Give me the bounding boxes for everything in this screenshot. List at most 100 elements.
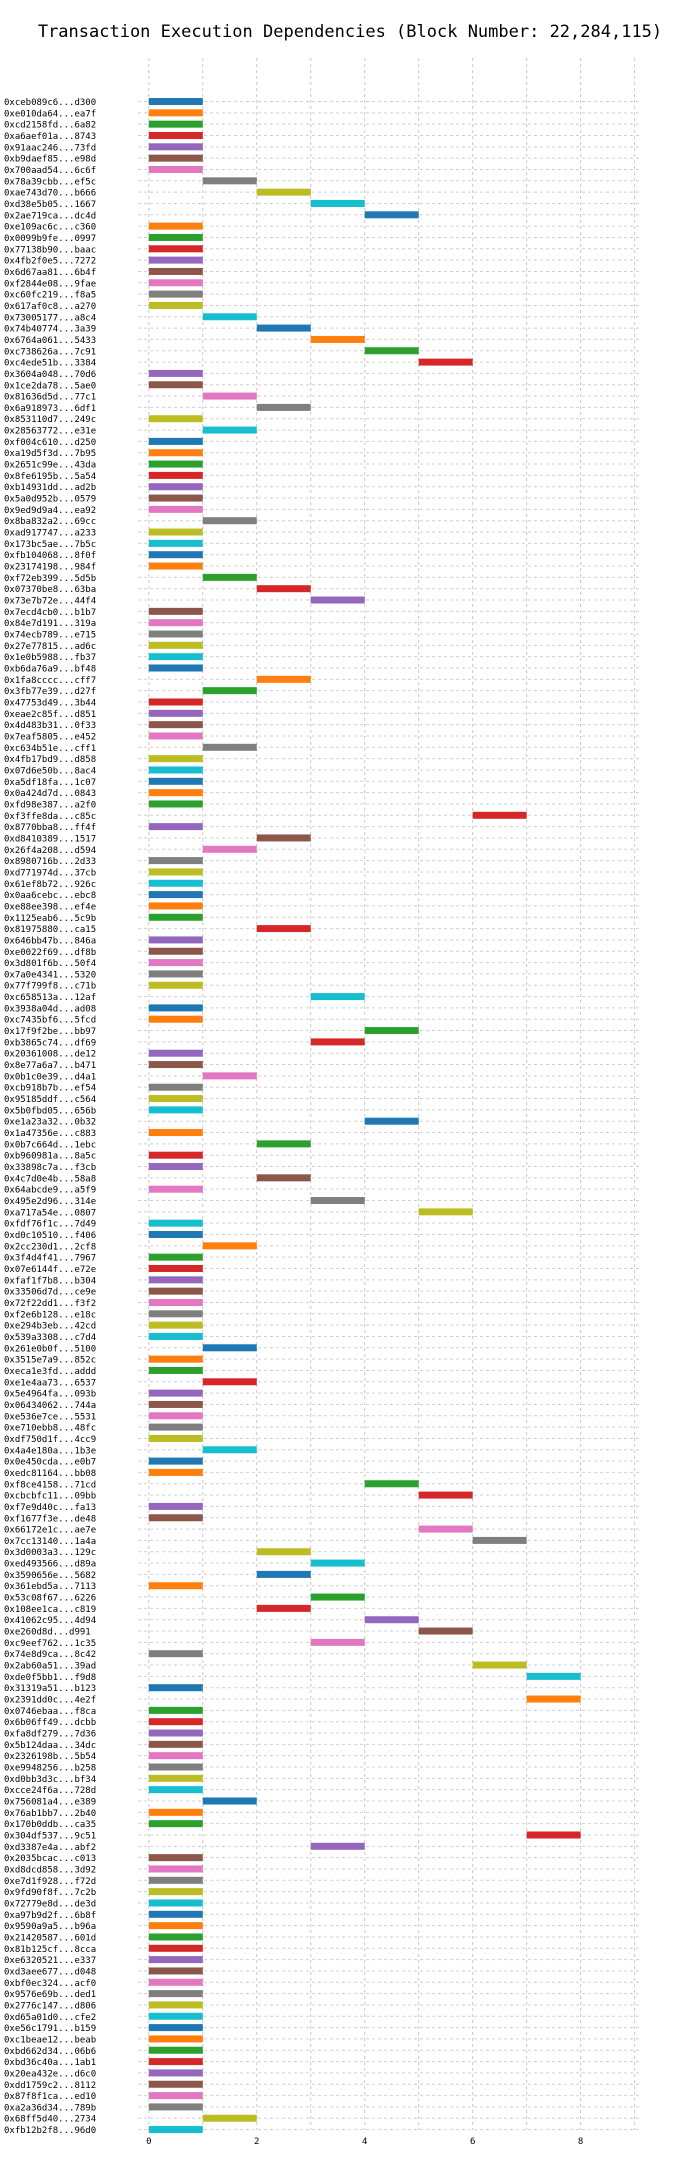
bar — [148, 1978, 203, 1986]
bar — [148, 1049, 203, 1057]
bar — [148, 1899, 203, 1907]
bar — [148, 1729, 203, 1737]
bar — [148, 437, 203, 445]
y-tick-label: 0x78a39cbb...ef5c — [4, 177, 96, 187]
y-tick-label: 0x07e6144f...e72e — [4, 1265, 96, 1275]
y-tick-label: 0xe1e4aa73...6537 — [4, 1378, 96, 1388]
y-tick-label: 0x261e0b0f...5100 — [4, 1344, 96, 1354]
y-tick-label: 0x0a424d7d...0843 — [4, 789, 96, 799]
y-tick-label: 0x26f4a208...d594 — [4, 846, 96, 856]
bar — [256, 585, 311, 593]
bar — [148, 755, 203, 763]
x-tick-label: 2 — [254, 2137, 259, 2147]
bar — [148, 1389, 203, 1397]
bar — [148, 1457, 203, 1465]
bar — [526, 1672, 581, 1680]
y-tick-label: 0x81975880...ca15 — [4, 925, 96, 935]
bar — [148, 494, 203, 502]
bar — [256, 1174, 311, 1182]
bar — [256, 1140, 311, 1148]
y-tick-label: 0x74e8d9ca...8c42 — [4, 1650, 96, 1660]
bar — [256, 188, 311, 196]
bar — [202, 687, 257, 695]
y-tick-label: 0x9590a9a5...b96a — [4, 1922, 96, 1932]
y-tick-label: 0x2776c147...d806 — [4, 2001, 96, 2011]
bar — [148, 1412, 203, 1420]
y-tick-label: 0x2ab60a51...39ad — [4, 1662, 96, 1672]
y-tick-label: 0xc634b51e...cff1 — [4, 744, 96, 754]
y-tick-label: 0x64abcde9...a5f9 — [4, 1186, 96, 1196]
bar — [148, 165, 203, 173]
bar — [364, 1480, 419, 1488]
y-tick-label: 0xd8dcd858...3d92 — [4, 1865, 96, 1875]
y-tick-label: 0x23174198...984f — [4, 563, 96, 573]
y-tick-label: 0x3515e7a9...852c — [4, 1356, 96, 1366]
bar — [148, 1321, 203, 1329]
y-tick-label: 0x0e450cda...e0b7 — [4, 1458, 96, 1468]
y-tick-label: 0xa717a54e...0807 — [4, 1208, 96, 1218]
bar — [148, 1163, 203, 1171]
bar — [202, 1446, 257, 1454]
bar — [148, 789, 203, 797]
bar — [148, 879, 203, 887]
y-tick-label: 0x4fb17bd9...d858 — [4, 755, 96, 765]
y-tick-label: 0xe9948256...b258 — [4, 1764, 96, 1774]
bar — [148, 1865, 203, 1873]
y-tick-label: 0x66172e1c...ae7e — [4, 1526, 96, 1536]
y-tick-label: 0xfb12b2f8...96d0 — [4, 2126, 96, 2136]
y-tick-label: 0x4d483b31...0f33 — [4, 721, 96, 731]
bar — [148, 1786, 203, 1794]
y-tick-label: 0xe88ee398...ef4e — [4, 902, 96, 912]
y-tick-label: 0xf1677f3e...de48 — [4, 1514, 96, 1524]
bar — [148, 1434, 203, 1442]
y-tick-label: 0x617af0c8...a270 — [4, 302, 96, 312]
y-tick-label: 0xa97b9d2f...6b8f — [4, 1911, 96, 1921]
y-tick-label: 0xf004c610...d250 — [4, 438, 96, 448]
y-tick-label: 0xfdf76f1c...7d49 — [4, 1220, 96, 1230]
bar — [148, 1854, 203, 1862]
y-tick-label: 0xeae2c85f...d851 — [4, 710, 96, 720]
y-tick-label: 0x91aac246...73fd — [4, 143, 96, 153]
bar — [148, 1876, 203, 1884]
y-tick-label: 0xe7d1f928...f72d — [4, 1877, 96, 1887]
bar — [148, 766, 203, 774]
bar — [202, 313, 257, 321]
y-tick-label: 0x6d67aa81...6b4f — [4, 268, 96, 278]
bar — [148, 1922, 203, 1930]
y-tick-label: 0x2391dd0c...4e2f — [4, 1696, 96, 1706]
y-tick-label: 0x81636d5d...77c1 — [4, 393, 96, 403]
bar — [148, 120, 203, 128]
y-tick-label: 0xe6320521...e337 — [4, 1956, 96, 1966]
bar — [148, 1944, 203, 1952]
y-tick-label: 0xfb104068...8f0f — [4, 551, 96, 561]
y-tick-label: 0x756081a4...e389 — [4, 1798, 96, 1808]
y-tick-label: 0x17f9f2be...bb97 — [4, 1027, 96, 1037]
bar — [148, 630, 203, 638]
y-tick-label: 0x2cc230d1...2cf8 — [4, 1242, 96, 1252]
bar — [148, 267, 203, 275]
y-tick-label: 0xbd36c40a...1ab1 — [4, 2058, 96, 2068]
y-tick-label: 0xc738626a...7c91 — [4, 347, 96, 357]
y-tick-label: 0x304df537...9c51 — [4, 1831, 96, 1841]
y-tick-label: 0xf2e6b128...e18c — [4, 1310, 96, 1320]
y-tick-label: 0x3590656e...5682 — [4, 1571, 96, 1581]
y-tick-label: 0x74ecb789...e715 — [4, 631, 96, 641]
y-tick-label: 0x5b0fbd05...656b — [4, 1106, 96, 1116]
bar — [148, 2012, 203, 2020]
bar — [472, 1536, 527, 1544]
y-tick-label: 0x700aad54...6c6f — [4, 166, 96, 176]
y-tick-label: 0xb960981a...8a5c — [4, 1152, 96, 1162]
y-tick-label: 0x73005177...a8c4 — [4, 313, 96, 323]
y-tick-label: 0x81b125cf...8cca — [4, 1945, 96, 1955]
y-tick-label: 0xd3387e4a...abf2 — [4, 1843, 96, 1853]
bar — [148, 381, 203, 389]
y-tick-label: 0xf3ffe8da...c85c — [4, 812, 96, 822]
y-tick-label: 0x4a4e180a...1b3e — [4, 1446, 96, 1456]
bar — [148, 109, 203, 117]
bar — [472, 811, 527, 819]
bar — [148, 2092, 203, 2100]
bar — [364, 211, 419, 219]
y-tick-label: 0x20ea432e...d6c0 — [4, 2069, 96, 2079]
bar — [256, 925, 311, 933]
